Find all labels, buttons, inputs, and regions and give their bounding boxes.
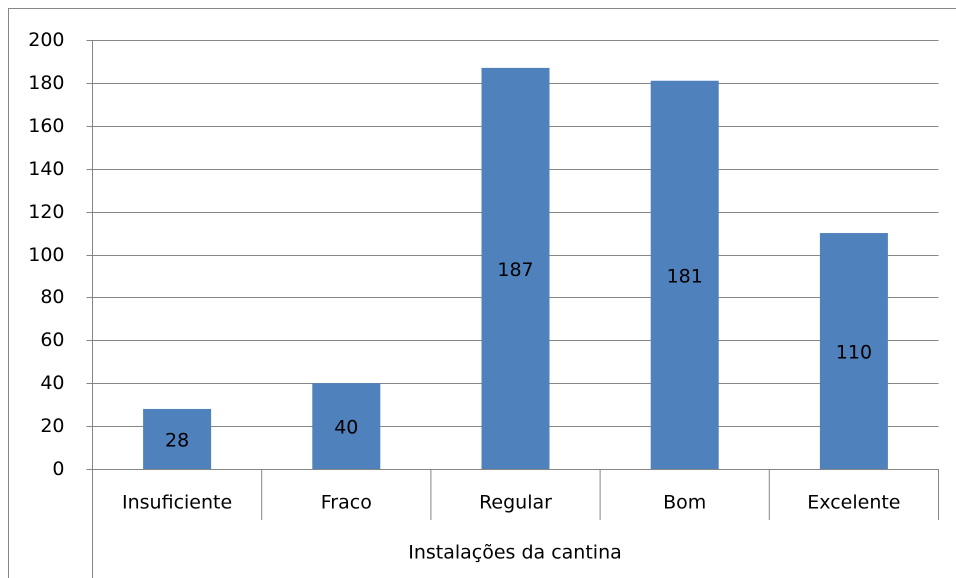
bar <box>312 383 381 469</box>
bar <box>819 233 888 469</box>
x-tick-label: Insuficiente <box>122 492 232 514</box>
y-tick-label: 160 <box>28 115 64 137</box>
y-tick-label: 180 <box>28 72 64 94</box>
data-label: 28 <box>165 429 189 451</box>
y-tick-label: 120 <box>28 201 64 223</box>
y-tick-label: 200 <box>28 29 64 51</box>
y-tick-label: 0 <box>52 458 64 480</box>
bar <box>650 80 719 469</box>
y-tick-label: 80 <box>40 286 64 308</box>
y-tick-label: 140 <box>28 158 64 180</box>
data-label: 181 <box>667 265 703 287</box>
y-tick-label: 20 <box>40 415 64 437</box>
data-label: 110 <box>836 342 872 364</box>
data-label: 187 <box>497 259 533 281</box>
y-tick-label: 40 <box>40 372 64 394</box>
x-tick-label: Bom <box>663 492 706 514</box>
y-tick-label: 60 <box>40 329 64 351</box>
x-tick-label: Regular <box>479 492 552 514</box>
y-tick-label: 100 <box>28 244 64 266</box>
bar <box>481 67 550 469</box>
x-tick-label: Fraco <box>321 492 372 514</box>
x-axis-title: Instalações da cantina <box>408 542 622 564</box>
bar <box>143 408 212 469</box>
x-tick-label: Excelente <box>807 492 900 514</box>
data-label: 40 <box>334 417 358 439</box>
